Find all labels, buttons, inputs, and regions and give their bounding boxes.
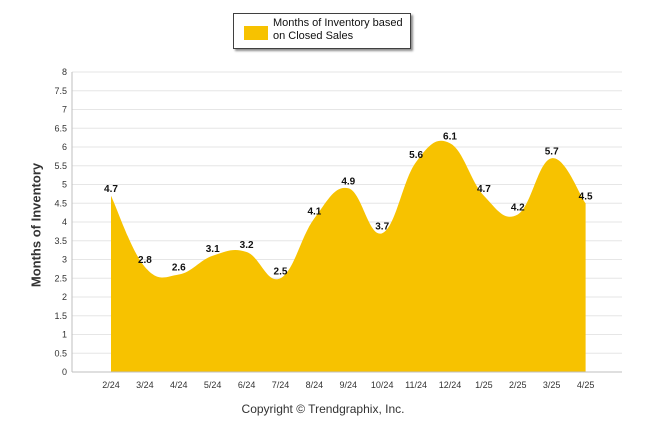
y-tick-label: 1.5 <box>54 311 67 321</box>
legend-swatch <box>244 26 268 40</box>
legend: Months of Inventory based on Closed Sale… <box>233 13 411 49</box>
y-tick-label: 4 <box>62 217 67 227</box>
y-tick-label: 7.5 <box>54 86 67 96</box>
x-tick-label: 4/24 <box>170 380 188 390</box>
x-tick-label: 8/24 <box>306 380 324 390</box>
x-tick-label: 6/24 <box>238 380 256 390</box>
y-tick-label: 2 <box>62 292 67 302</box>
data-label: 2.8 <box>138 255 152 266</box>
data-label: 4.7 <box>477 184 491 195</box>
y-tick-label: 3.5 <box>54 236 67 246</box>
y-tick-label: 5 <box>62 180 67 190</box>
x-tick-label: 11/24 <box>405 380 427 390</box>
data-label: 2.6 <box>172 263 186 274</box>
legend-label: Months of Inventory based on Closed Sale… <box>273 17 403 42</box>
copyright-footer: Copyright © Trendgraphix, Inc. <box>241 402 405 416</box>
x-tick-label: 1/25 <box>475 380 493 390</box>
data-label: 3.2 <box>240 240 254 251</box>
y-tick-label: 0.5 <box>54 348 67 358</box>
area-series <box>111 140 586 372</box>
data-label: 5.6 <box>409 150 423 161</box>
x-tick-labels: 2/24 3/24 4/24 5/24 6/24 7/24 8/24 9/24 10/24 11/… <box>102 380 594 390</box>
series-area <box>111 140 586 372</box>
x-tick-label: 3/25 <box>543 380 561 390</box>
x-tick-label: 9/24 <box>340 380 358 390</box>
y-tick-labels: 0 0.5 1 1.5 2 2.5 3 3.5 4 4.5 5 5.5 6 6.5 7 7.5 8 <box>54 67 67 377</box>
y-tick-label: 6.5 <box>54 123 67 133</box>
x-tick-label: 12/24 <box>439 380 462 390</box>
x-tick-label: 2/24 <box>102 380 120 390</box>
y-tick-label: 3 <box>62 255 67 265</box>
x-tick-label: 10/24 <box>371 380 394 390</box>
data-label: 4.7 <box>104 184 118 195</box>
x-tick-label: 4/25 <box>577 380 595 390</box>
y-tick-label: 2.5 <box>54 273 67 283</box>
axes <box>71 72 622 373</box>
data-label: 2.5 <box>274 266 288 277</box>
y-tick-label: 8 <box>62 67 67 77</box>
x-tick-label: 7/24 <box>272 380 290 390</box>
x-tick-label: 3/24 <box>136 380 154 390</box>
x-tick-label: 5/24 <box>204 380 222 390</box>
y-tick-label: 6 <box>62 142 67 152</box>
data-label: 4.9 <box>341 176 355 187</box>
data-label: 6.1 <box>443 131 457 142</box>
data-label: 4.2 <box>511 203 525 214</box>
x-tick-label: 2/25 <box>509 380 527 390</box>
data-label: 3.7 <box>375 221 389 232</box>
data-label: 4.1 <box>307 206 321 217</box>
data-label: 5.7 <box>545 146 559 157</box>
data-label: 3.1 <box>206 244 220 255</box>
data-label: 4.5 <box>579 191 593 202</box>
y-tick-label: 1 <box>62 330 67 340</box>
y-tick-label: 4.5 <box>54 198 67 208</box>
y-axis-title: Months of Inventory <box>28 162 44 288</box>
y-tick-label: 0 <box>62 367 67 377</box>
y-tick-label: 5.5 <box>54 161 67 171</box>
data-labels: 4.7 2.8 2.6 3.1 3.2 2.5 4.1 4.9 3.7 5.6 6.1 4.7 4.2 5… <box>104 131 593 277</box>
y-tick-label: 7 <box>62 105 67 115</box>
